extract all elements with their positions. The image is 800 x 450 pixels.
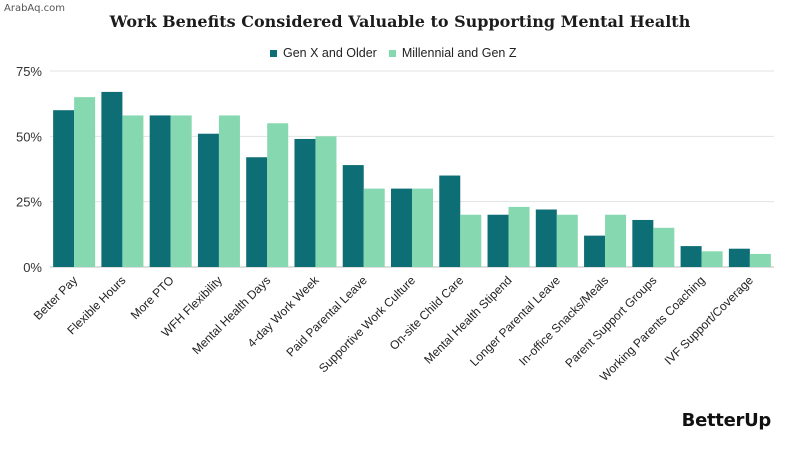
watermark-text: ArabAq.com [4, 3, 65, 14]
bar-millennial [267, 123, 289, 268]
bar-gen-x [149, 115, 171, 267]
bar-millennial [605, 214, 627, 267]
bar-millennial [170, 115, 192, 267]
bar-gen-x [535, 209, 557, 267]
y-tick-label: 0% [23, 260, 42, 275]
bar-millennial [508, 206, 530, 267]
x-tick-label: Supportive Work Culture [316, 273, 418, 375]
bar-millennial [218, 115, 240, 267]
bar-gen-x [584, 235, 606, 267]
bar-gen-x [439, 175, 461, 267]
legend-label-millennial: Millennial and Gen Z [401, 46, 517, 60]
bar-millennial [315, 136, 337, 267]
x-tick-label: Better Pay [31, 273, 81, 323]
legend-swatch-gen-x [270, 49, 277, 57]
bar-millennial [122, 115, 144, 267]
x-tick-label: Parent Support Groups [562, 273, 659, 370]
bar-gen-x [391, 188, 412, 267]
bar-millennial [74, 97, 96, 267]
x-tick-label: More PTO [128, 273, 177, 322]
x-tick-label: Longer Parental Leave [467, 273, 563, 369]
bar-gen-x [246, 157, 268, 267]
y-tick-label: 75% [16, 64, 42, 79]
bar-gen-x [487, 214, 509, 267]
bar-millennial [556, 214, 578, 267]
bar-millennial [460, 214, 482, 267]
bar-gen-x [197, 133, 219, 267]
bar-gen-x [294, 138, 316, 267]
betterup-logo: BetterUp [681, 410, 772, 431]
bar-millennial [363, 188, 385, 267]
bar-gen-x [728, 248, 750, 267]
legend-label-gen-x: Gen X and Older [283, 46, 377, 60]
y-tick-label: 25% [16, 195, 42, 210]
bar-millennial [701, 251, 723, 267]
bar-millennial [653, 227, 675, 267]
chart-title: Work Benefits Considered Valuable to Sup… [109, 12, 691, 31]
legend-item-millennial: Millennial and Gen Z [388, 46, 517, 60]
legend-item-gen-x: Gen X and Older [270, 46, 377, 60]
bar-gen-x [53, 110, 75, 267]
chart-legend: Gen X and Older Millennial and Gen Z [270, 46, 528, 60]
bar-millennial [412, 188, 433, 267]
x-tick-label: IVF Support/Coverage [662, 273, 757, 368]
bar-gen-x [101, 91, 123, 267]
x-tick-label: Paid Parental Leave [284, 273, 371, 360]
legend-swatch-millennial [388, 49, 396, 57]
bar-gen-x [632, 219, 654, 267]
bar-millennial [749, 253, 771, 267]
y-tick-label: 50% [16, 129, 42, 144]
bar-gen-x [342, 165, 364, 267]
bar-gen-x [680, 246, 702, 267]
x-tick-label: In-office Snacks/Meals [516, 273, 611, 368]
x-tick-label: Mental Health Stipend [421, 273, 514, 366]
